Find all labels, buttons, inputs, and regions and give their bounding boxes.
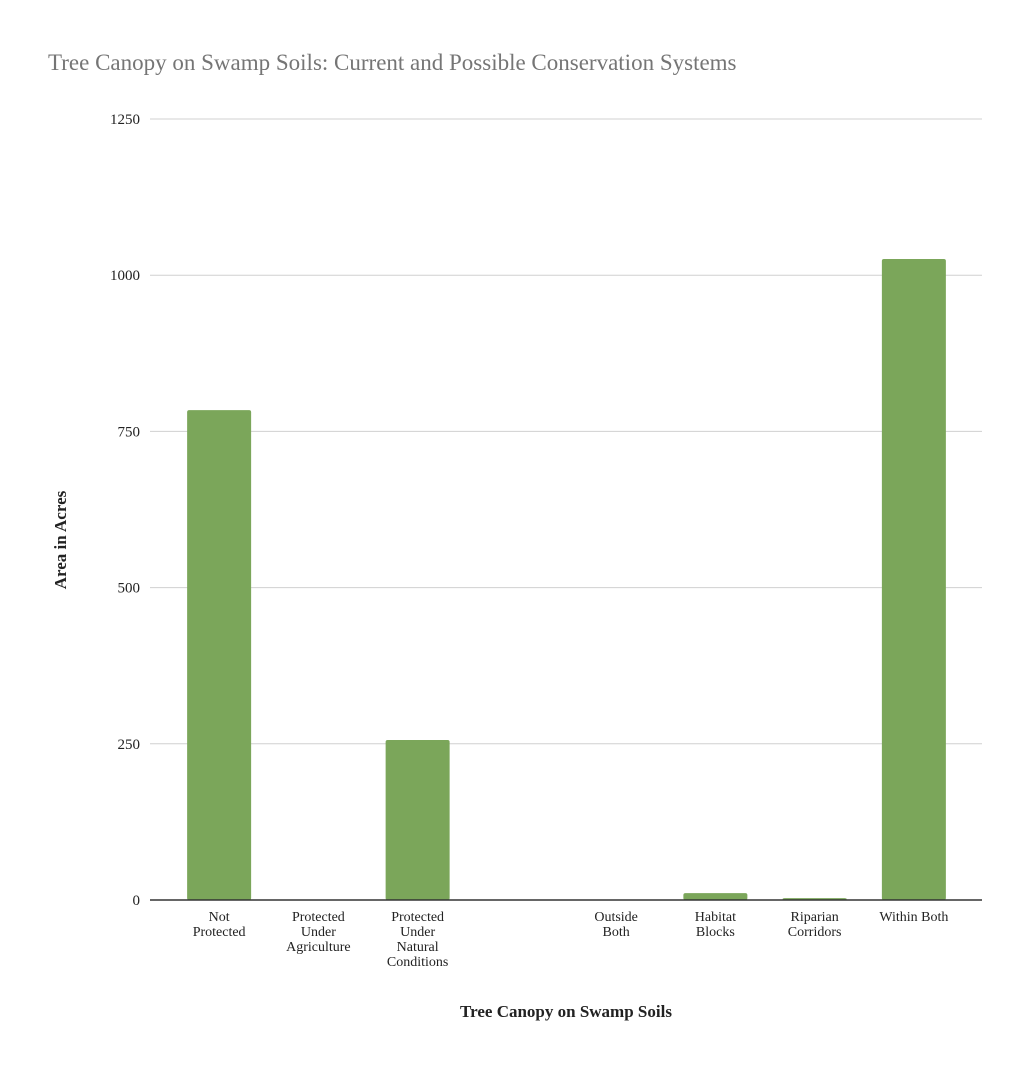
bar	[187, 410, 252, 900]
y-tick-label: 1250	[110, 112, 140, 128]
y-axis-title: Area in Acres	[51, 490, 70, 589]
x-tick-label: Riparian Corridors	[788, 910, 842, 940]
x-axis-title: Tree Canopy on Swamp Soils	[460, 1002, 672, 1021]
x-tick-label: Within Both	[879, 910, 948, 925]
y-tick-label: 500	[118, 581, 141, 597]
x-tick-label: Not Protected	[193, 910, 246, 940]
x-tick-label: Habitat Blocks	[695, 910, 736, 940]
y-tick-label: 0	[133, 893, 141, 909]
y-tick-label: 1000	[110, 268, 140, 284]
bar	[881, 258, 946, 900]
bar	[683, 893, 748, 900]
x-tick-label: Outside Both	[594, 910, 638, 940]
x-tick-label: Protected Under Agriculture	[286, 910, 351, 955]
x-tick-label: Protected Under Natural Conditions	[387, 910, 448, 970]
chart-title: Tree Canopy on Swamp Soils: Current and …	[48, 50, 737, 75]
y-tick-label: 250	[118, 737, 141, 753]
y-tick-label: 750	[118, 424, 141, 440]
bar	[385, 740, 450, 900]
